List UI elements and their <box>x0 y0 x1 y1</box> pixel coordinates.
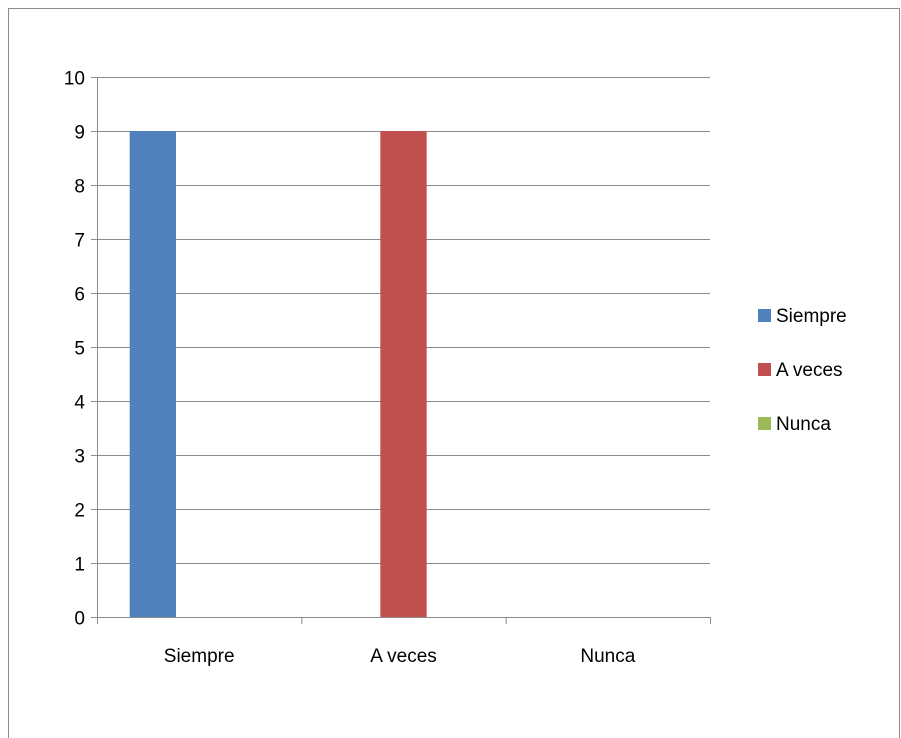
y-tick-label: 6 <box>74 285 85 306</box>
legend: Siempre A veces Nunca <box>758 306 847 435</box>
x-axis-tick-labels: Siempre A veces Nunca <box>164 646 636 667</box>
y-tick-label: 0 <box>74 609 85 630</box>
legend-swatch <box>758 309 771 322</box>
y-tick-label: 10 <box>64 69 85 90</box>
legend-label: Siempre <box>776 306 847 327</box>
chart-frame <box>8 8 900 738</box>
x-tick-label: Nunca <box>580 646 635 667</box>
y-tick-label: 7 <box>74 231 85 252</box>
bar-siempre <box>129 131 177 618</box>
y-tick-label: 8 <box>74 177 85 198</box>
legend-label: Nunca <box>776 414 831 435</box>
legend-swatch <box>758 363 771 376</box>
y-tick-label: 3 <box>74 447 85 468</box>
bar-a-veces <box>380 131 427 618</box>
y-tick-label: 9 <box>74 123 85 144</box>
y-axis-tick-labels: 0 1 2 3 4 5 6 7 8 9 10 <box>64 69 86 630</box>
bars <box>129 131 427 618</box>
y-tick-label: 2 <box>74 501 85 522</box>
legend-label: A veces <box>776 360 843 381</box>
y-tick-label: 1 <box>74 555 85 576</box>
y-tick-label: 4 <box>74 393 85 414</box>
legend-swatch <box>758 417 771 430</box>
x-tick-label: Siempre <box>164 646 235 667</box>
y-tick-label: 5 <box>74 339 85 360</box>
x-tick-label: A veces <box>370 646 437 667</box>
axes <box>91 77 711 624</box>
